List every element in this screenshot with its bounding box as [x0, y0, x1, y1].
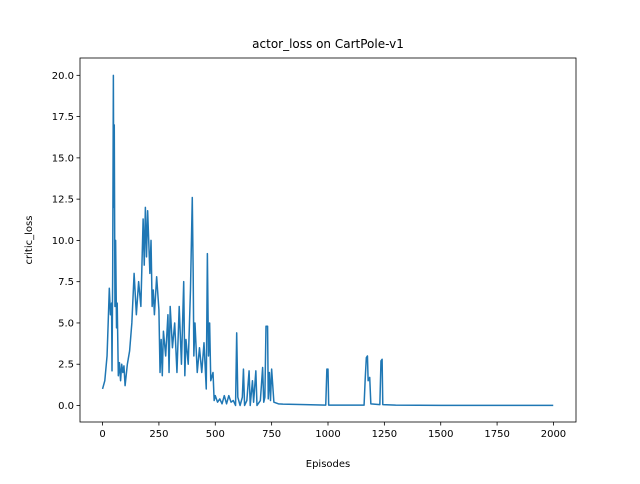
x-tick-label: 750 — [262, 429, 281, 440]
line-series — [101, 74, 554, 407]
x-tick-label: 500 — [206, 429, 225, 440]
y-tick-label: 2.5 — [58, 360, 74, 371]
x-tick-label: 1500 — [428, 429, 453, 440]
y-tick-label: 5.0 — [58, 318, 74, 329]
chart-title: actor_loss on CartPole-v1 — [252, 37, 404, 51]
plot-frame — [79, 57, 577, 423]
x-tick-label: 0 — [99, 429, 105, 440]
y-axis-label: critic_loss — [24, 216, 35, 265]
x-tick-label: 2000 — [541, 429, 566, 440]
y-tick-label: 17.5 — [52, 112, 74, 123]
y-tick-label: 15.0 — [52, 153, 74, 164]
y-tick-label: 20.0 — [52, 71, 74, 82]
x-tick-label: 250 — [149, 429, 168, 440]
x-tick-label: 1250 — [372, 429, 397, 440]
x-tick-label: 1750 — [484, 429, 509, 440]
x-axis-label: Episodes — [306, 459, 350, 470]
y-tick-label: 0.0 — [58, 401, 74, 412]
y-tick-label: 12.5 — [52, 195, 74, 206]
y-tick-label: 10.0 — [52, 236, 74, 247]
y-tick-label: 7.5 — [58, 277, 74, 288]
x-tick-label: 1000 — [315, 429, 340, 440]
